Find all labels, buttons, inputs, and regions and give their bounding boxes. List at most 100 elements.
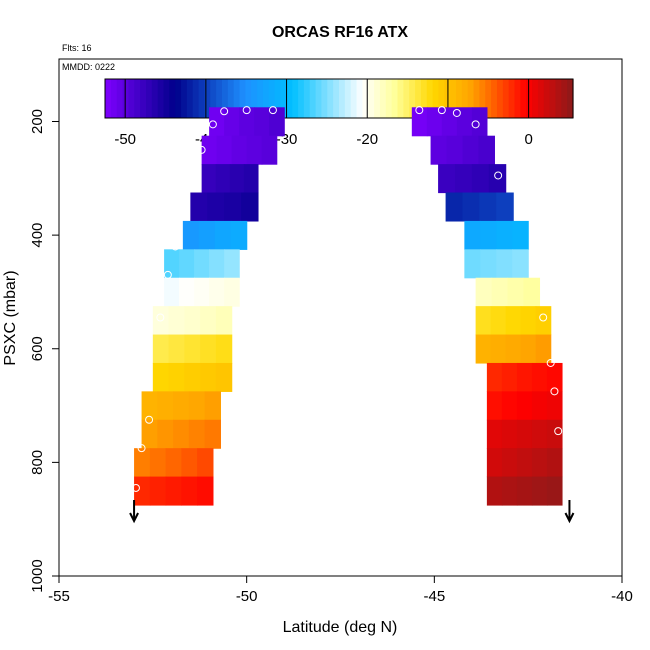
heatmap-cell: [198, 220, 216, 250]
colorbar-swatch: [204, 79, 211, 118]
colorbar-swatch: [315, 79, 323, 118]
colorbar-swatch: [169, 79, 176, 118]
heatmap-cell: [505, 306, 522, 336]
heatmap-cell: [535, 334, 552, 364]
colorbar-swatch: [508, 79, 516, 118]
colorbar-swatch: [374, 79, 381, 118]
colorbar-swatch: [415, 79, 422, 118]
colorbar-swatch: [192, 79, 200, 118]
heatmap-cell: [215, 306, 233, 336]
colorbar-swatch: [496, 79, 504, 118]
colorbar: -50-40-30-20-100: [104, 78, 574, 148]
heatmap-cell: [215, 164, 231, 194]
colorbar-swatch: [479, 79, 486, 118]
heatmap-cell: [446, 135, 464, 165]
colorbar-swatch: [514, 79, 521, 118]
colorbar-swatch: [116, 79, 124, 118]
heatmap-cell: [501, 419, 518, 449]
heatmap-cell: [182, 220, 200, 250]
flight-point: [452, 108, 461, 117]
colorbar-swatch: [140, 79, 147, 118]
heatmap-cell: [204, 391, 221, 421]
colorbar-swatch: [286, 79, 293, 118]
heatmap-cell: [501, 476, 518, 506]
flight-point: [171, 242, 180, 251]
heatmap-cell: [209, 277, 225, 307]
heatmap-cell: [188, 391, 206, 421]
heatmap-cell: [209, 107, 225, 137]
arrow-down-icon: [129, 500, 139, 524]
heatmap-cell: [269, 107, 285, 137]
heatmap-cell: [184, 334, 201, 364]
flight-point: [546, 358, 555, 367]
colorbar-swatch: [473, 79, 480, 118]
colorbar-swatch: [157, 79, 165, 118]
heatmap-cell: [475, 306, 492, 336]
colorbar-swatch: [309, 79, 317, 118]
x-tick-label: -50: [236, 588, 258, 605]
x-tick-label: -55: [48, 588, 70, 605]
colorbar-swatch: [385, 79, 393, 118]
colorbar-swatch: [450, 79, 457, 118]
date-note: MMDD: 0222: [62, 62, 115, 72]
heatmap-cell: [149, 448, 167, 478]
chart-title: ORCAS RF16 ATX: [272, 24, 408, 41]
heatmap-cell: [454, 164, 473, 194]
heatmap-cell: [501, 391, 518, 421]
colorbar-swatch: [128, 79, 135, 118]
flight-point: [268, 106, 277, 115]
heatmap-cell: [438, 164, 456, 194]
colorbar-swatch: [426, 79, 434, 118]
y-tick-label: 800: [29, 450, 46, 475]
heatmap-cell: [215, 362, 233, 392]
heatmap-cell: [531, 448, 548, 478]
colorbar-border: [104, 78, 574, 119]
heatmap-cell: [152, 362, 170, 392]
heatmap-cell: [168, 362, 185, 392]
colorbar-swatch: [198, 79, 206, 118]
flight-point: [156, 313, 165, 322]
heatmap-cell: [516, 362, 533, 392]
y-axis-label: PSXC (mbar): [2, 270, 19, 365]
colorbar-swatch: [555, 79, 562, 118]
colorbar-swatch: [245, 79, 252, 118]
heatmap-cell: [516, 476, 533, 506]
colorbar-swatch: [561, 79, 568, 118]
y-tick-label: 400: [29, 223, 46, 248]
heatmap-cell: [190, 192, 208, 222]
heatmap-cell: [141, 419, 158, 449]
colorbar-swatch: [438, 79, 445, 118]
flight-point: [145, 415, 154, 424]
colorbar-swatch: [350, 79, 358, 118]
heatmap-cell: [479, 192, 497, 222]
heatmap-cell: [516, 419, 533, 449]
heatmap-cell: [181, 448, 198, 478]
heatmap-cell: [164, 249, 180, 279]
heatmap-cell: [204, 419, 221, 449]
x-axis: -55 -50 -45 -40: [48, 576, 633, 605]
heatmap-cell: [516, 448, 533, 478]
colorbar-swatch: [362, 79, 369, 118]
y-tick-label: 200: [29, 109, 46, 134]
flight-point: [163, 270, 172, 279]
heatmap-cell: [229, 164, 245, 194]
heatmap-cell: [194, 249, 210, 279]
colorbar-swatch: [397, 79, 404, 118]
flight-point: [437, 106, 446, 115]
heatmap-cell: [471, 164, 490, 194]
heatmap-cell: [531, 362, 548, 392]
colorbar-swatch: [303, 79, 311, 118]
colorbar-swatch: [151, 79, 159, 118]
heatmap-cell: [546, 419, 563, 449]
colorbar-swatch: [257, 79, 264, 118]
x-tick-label: -45: [423, 588, 445, 605]
heatmap-cell: [164, 277, 180, 307]
heatmap-cell: [241, 192, 259, 222]
heatmap-cell: [475, 334, 492, 364]
colorbar-swatch: [227, 79, 235, 118]
heatmap-cell: [426, 107, 443, 137]
heatmap-cell: [445, 192, 464, 222]
colorbar-swatch: [543, 79, 551, 118]
heatmap-cell: [496, 249, 513, 279]
